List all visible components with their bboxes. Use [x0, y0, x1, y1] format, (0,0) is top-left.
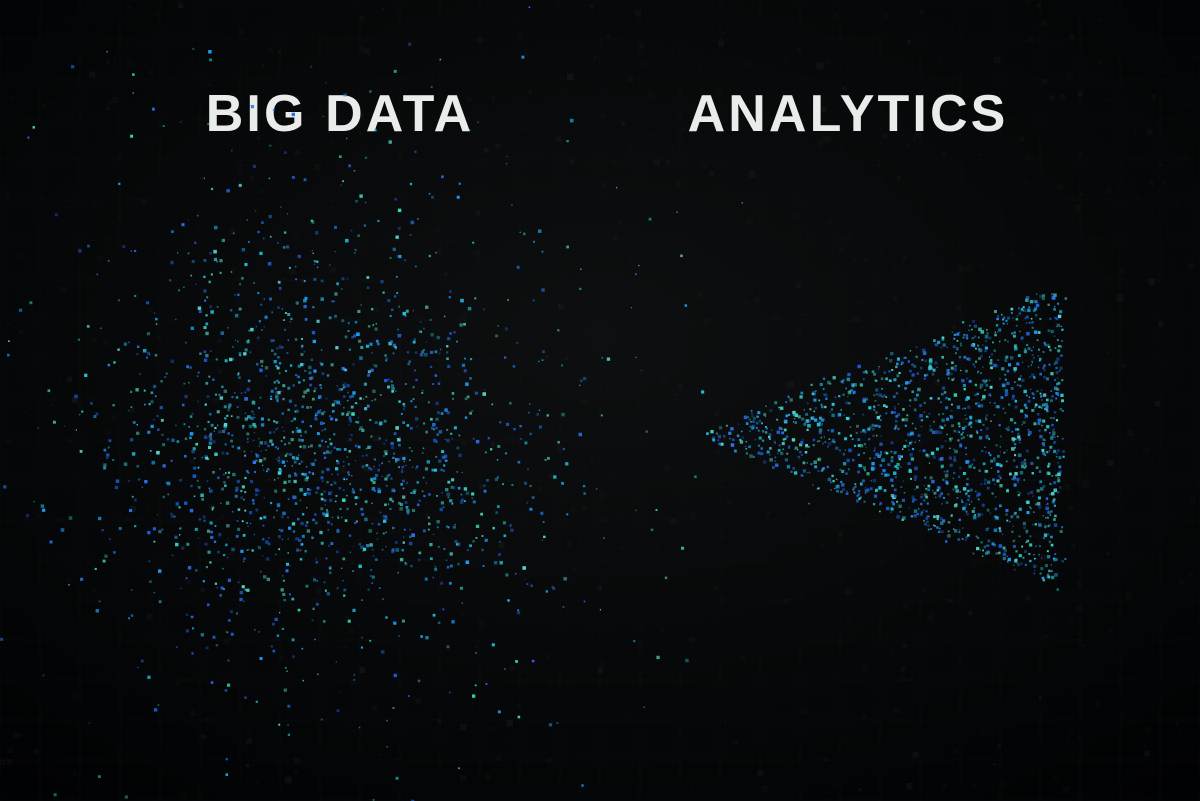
big-data-point-cloud	[0, 0, 810, 801]
infographic-stage: BIG DATA ANALYTICS	[0, 0, 1200, 801]
foreground-layer	[0, 0, 1200, 801]
analytics-point-triangle	[706, 293, 1067, 591]
